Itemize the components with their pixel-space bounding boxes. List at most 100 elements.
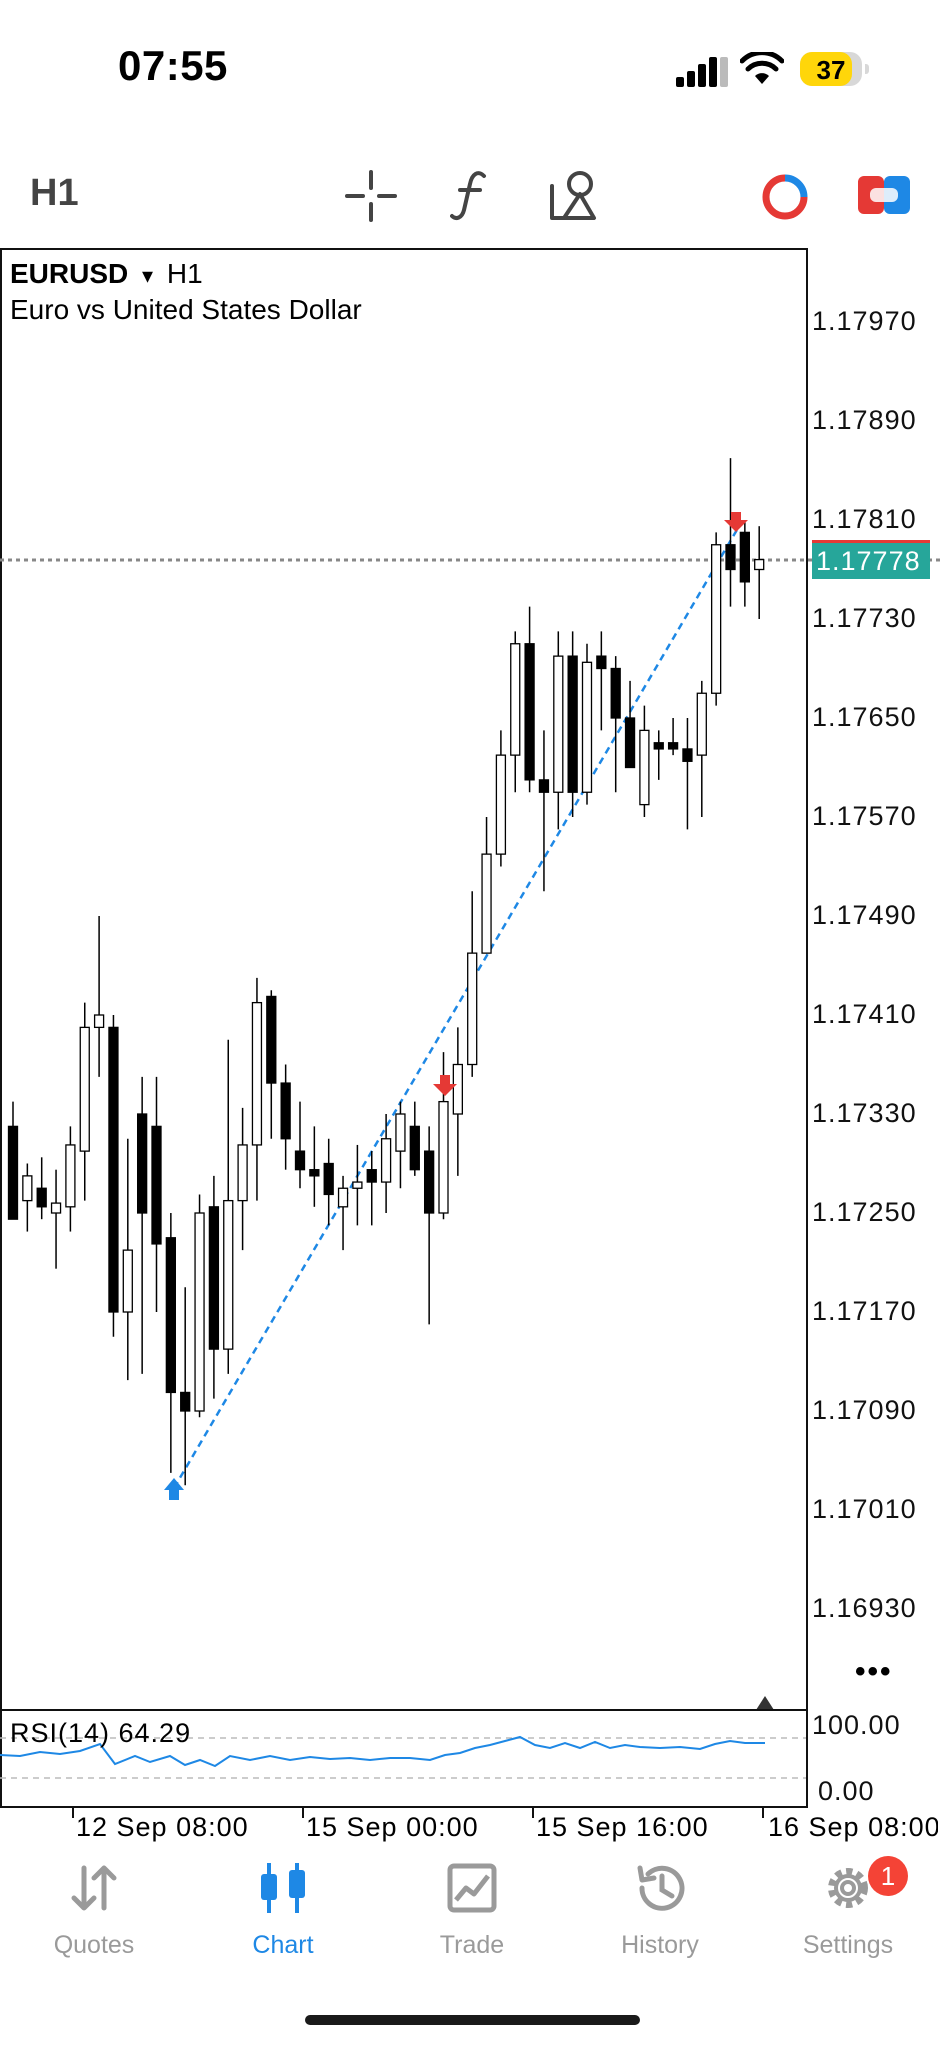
bearish-candle	[266, 995, 277, 1084]
bearish-candle	[180, 1391, 191, 1412]
more-options-icon[interactable]: •••	[855, 1655, 893, 1688]
bearish-candle	[667, 742, 679, 750]
bearish-candle	[739, 531, 750, 583]
rsi-level-tick: 0.00	[818, 1776, 875, 1806]
bullish-candle	[122, 1249, 133, 1313]
rsi-line	[0, 1735, 765, 1768]
bullish-candle	[438, 1100, 449, 1214]
cellular-signal-icon	[676, 57, 728, 87]
crosshair-icon[interactable]	[345, 170, 397, 222]
bullish-candle	[65, 1144, 76, 1208]
price-tick: 1.17890	[812, 405, 917, 435]
bearish-candle	[624, 717, 636, 769]
battery-level: 37	[816, 55, 846, 85]
current-price-label: 1.17778	[812, 543, 930, 579]
bearish-candle	[567, 655, 578, 793]
bullish-candle	[352, 1181, 363, 1189]
bearish-candle	[151, 1125, 162, 1245]
price-tick: 1.17810	[812, 504, 917, 534]
price-tick: 1.17330	[812, 1098, 917, 1128]
price-tick: 1.17970	[812, 306, 917, 336]
bearish-candle	[108, 1026, 119, 1313]
price-tick: 1.17490	[812, 900, 917, 930]
bearish-candle	[309, 1169, 320, 1177]
price-tick: 1.17570	[812, 801, 917, 831]
bearish-candle	[538, 779, 550, 793]
bullish-candle	[495, 754, 507, 855]
trade-account-icon[interactable]	[760, 172, 810, 222]
bullish-candle	[510, 643, 521, 756]
tab-settings[interactable]: Settings	[768, 1860, 928, 1960]
home-indicator[interactable]	[305, 2015, 640, 2025]
bearish-candle	[323, 1162, 334, 1196]
chart-icon	[261, 1863, 305, 1913]
quotes-icon	[71, 1865, 117, 1911]
bearish-candle	[366, 1169, 377, 1183]
rsi-level-tick: 100.00	[812, 1710, 901, 1740]
symbol-name[interactable]: EURUSD	[10, 258, 129, 289]
price-tick: 1.17250	[812, 1197, 917, 1227]
tab-label: Settings	[802, 1931, 894, 1959]
rsi-label[interactable]: RSI(14) 64.29	[10, 1718, 192, 1748]
bullish-candle	[452, 1063, 464, 1115]
tab-label: Chart	[252, 1931, 314, 1959]
bullish-candle	[696, 692, 707, 756]
bullish-candle	[395, 1113, 406, 1152]
bullish-candle	[581, 661, 593, 793]
bearish-candle	[725, 544, 736, 571]
tab-label: Quotes	[53, 1931, 135, 1959]
bearish-candle	[524, 643, 535, 781]
bullish-candle	[553, 655, 564, 793]
bullish-candle	[467, 952, 478, 1066]
bearish-candle	[596, 655, 607, 670]
trendline[interactable]	[172, 527, 740, 1489]
sell-signal-arrow-icon	[433, 1075, 457, 1096]
indicator-f-icon[interactable]	[450, 168, 490, 222]
symbol-dropdown-icon[interactable]: ▾	[142, 263, 154, 288]
bullish-candle	[237, 1144, 248, 1202]
bearish-candle	[36, 1187, 47, 1208]
bearish-candle	[280, 1082, 291, 1140]
wifi-icon	[740, 52, 784, 84]
tab-label: Trade	[439, 1931, 505, 1959]
bearish-candle	[294, 1150, 306, 1171]
chart-area[interactable]	[0, 248, 808, 1808]
bearish-candle	[653, 742, 664, 750]
symbol-header[interactable]: EURUSD ▾ H1	[10, 258, 203, 290]
bearish-candle	[165, 1237, 177, 1394]
scroll-marker-icon[interactable]	[756, 1696, 774, 1710]
bullish-candle	[711, 544, 722, 694]
bullish-candle	[223, 1199, 234, 1350]
price-tick: 1.17170	[812, 1296, 917, 1326]
bearish-candle	[7, 1125, 19, 1220]
bullish-candle	[380, 1138, 392, 1183]
bullish-candle	[50, 1202, 62, 1214]
bearish-candle	[423, 1150, 435, 1214]
tab-chart[interactable]: Chart	[203, 1860, 363, 1960]
sell-signal-arrow-icon	[724, 512, 748, 532]
bullish-candle	[337, 1187, 349, 1208]
bullish-candle	[639, 729, 650, 806]
one-click-trade-icon[interactable]	[858, 174, 910, 216]
tab-history[interactable]: History	[580, 1860, 740, 1960]
trade-icon	[447, 1863, 497, 1913]
price-tick: 1.17090	[812, 1395, 917, 1425]
bearish-candle	[610, 667, 621, 719]
tab-label: History	[621, 1931, 699, 1959]
bearish-candle	[409, 1125, 420, 1171]
price-chart[interactable]	[0, 248, 945, 1808]
symbol-timeframe: H1	[166, 258, 203, 289]
bearish-candle	[136, 1113, 148, 1214]
price-tick: 1.16930	[812, 1593, 917, 1623]
price-tick: 1.17730	[812, 603, 917, 633]
buy-signal-arrow-icon	[164, 1478, 184, 1500]
price-tick: 1.17650	[812, 702, 917, 732]
objects-icon[interactable]	[548, 168, 598, 222]
timeframe-button[interactable]: H1	[30, 172, 79, 214]
price-tick: 1.17410	[812, 999, 917, 1029]
tab-quotes[interactable]: Quotes	[14, 1860, 174, 1960]
tab-trade[interactable]: Trade	[392, 1860, 552, 1960]
settings-notification-badge: 1	[868, 1856, 908, 1896]
time-label: 16 Sep 08:00	[768, 1812, 938, 1842]
symbol-description: Euro vs United States Dollar	[10, 294, 362, 325]
